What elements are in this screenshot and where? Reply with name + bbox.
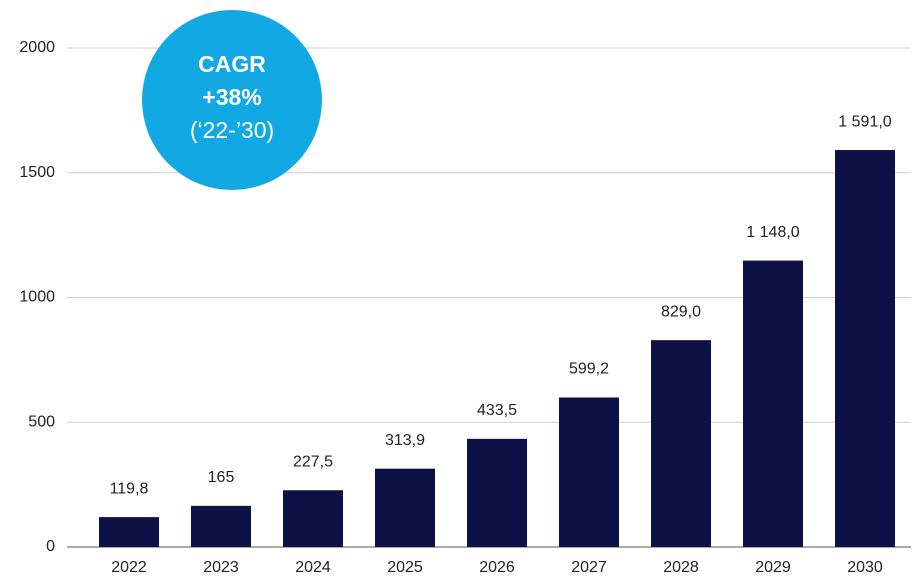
value-label: 119,8	[110, 480, 149, 497]
x-tick-label: 2026	[479, 559, 515, 576]
bar	[467, 438, 527, 547]
value-label: 599,2	[569, 361, 609, 378]
value-label: 1 591,0	[838, 113, 891, 130]
x-tick-label: 2028	[663, 559, 699, 576]
bar	[375, 468, 435, 547]
y-tick-label: 2000	[19, 39, 55, 56]
bar	[651, 340, 711, 547]
x-tick-label: 2024	[295, 559, 331, 576]
value-label: 829,0	[661, 303, 701, 320]
value-label: 433,5	[477, 402, 517, 419]
x-tick-label: 2023	[203, 559, 239, 576]
bar	[283, 490, 343, 547]
y-tick-label: 0	[46, 538, 55, 555]
annotation-text: CAGR	[198, 51, 266, 77]
value-label: 1 148,0	[746, 224, 799, 241]
y-tick-label: 500	[28, 413, 55, 430]
y-tick-label: 1000	[19, 289, 55, 306]
x-tick-label: 2025	[387, 559, 423, 576]
bar	[99, 517, 159, 547]
x-tick-label: 2030	[847, 559, 883, 576]
x-tick-label: 2029	[755, 559, 791, 576]
value-label: 313,9	[385, 432, 425, 449]
x-tick-label: 2027	[571, 559, 607, 576]
annotation-circle	[142, 10, 322, 190]
bar	[835, 150, 895, 547]
x-tick-label: 2022	[111, 559, 147, 576]
y-tick-label: 1500	[19, 164, 55, 181]
bar	[191, 505, 251, 547]
value-label: 165	[208, 469, 235, 486]
annotation-text: (‘22-’30)	[190, 117, 274, 143]
value-label: 227,5	[293, 453, 333, 470]
annotation-text: +38%	[202, 84, 261, 110]
bar	[743, 260, 803, 547]
bar	[559, 397, 619, 547]
